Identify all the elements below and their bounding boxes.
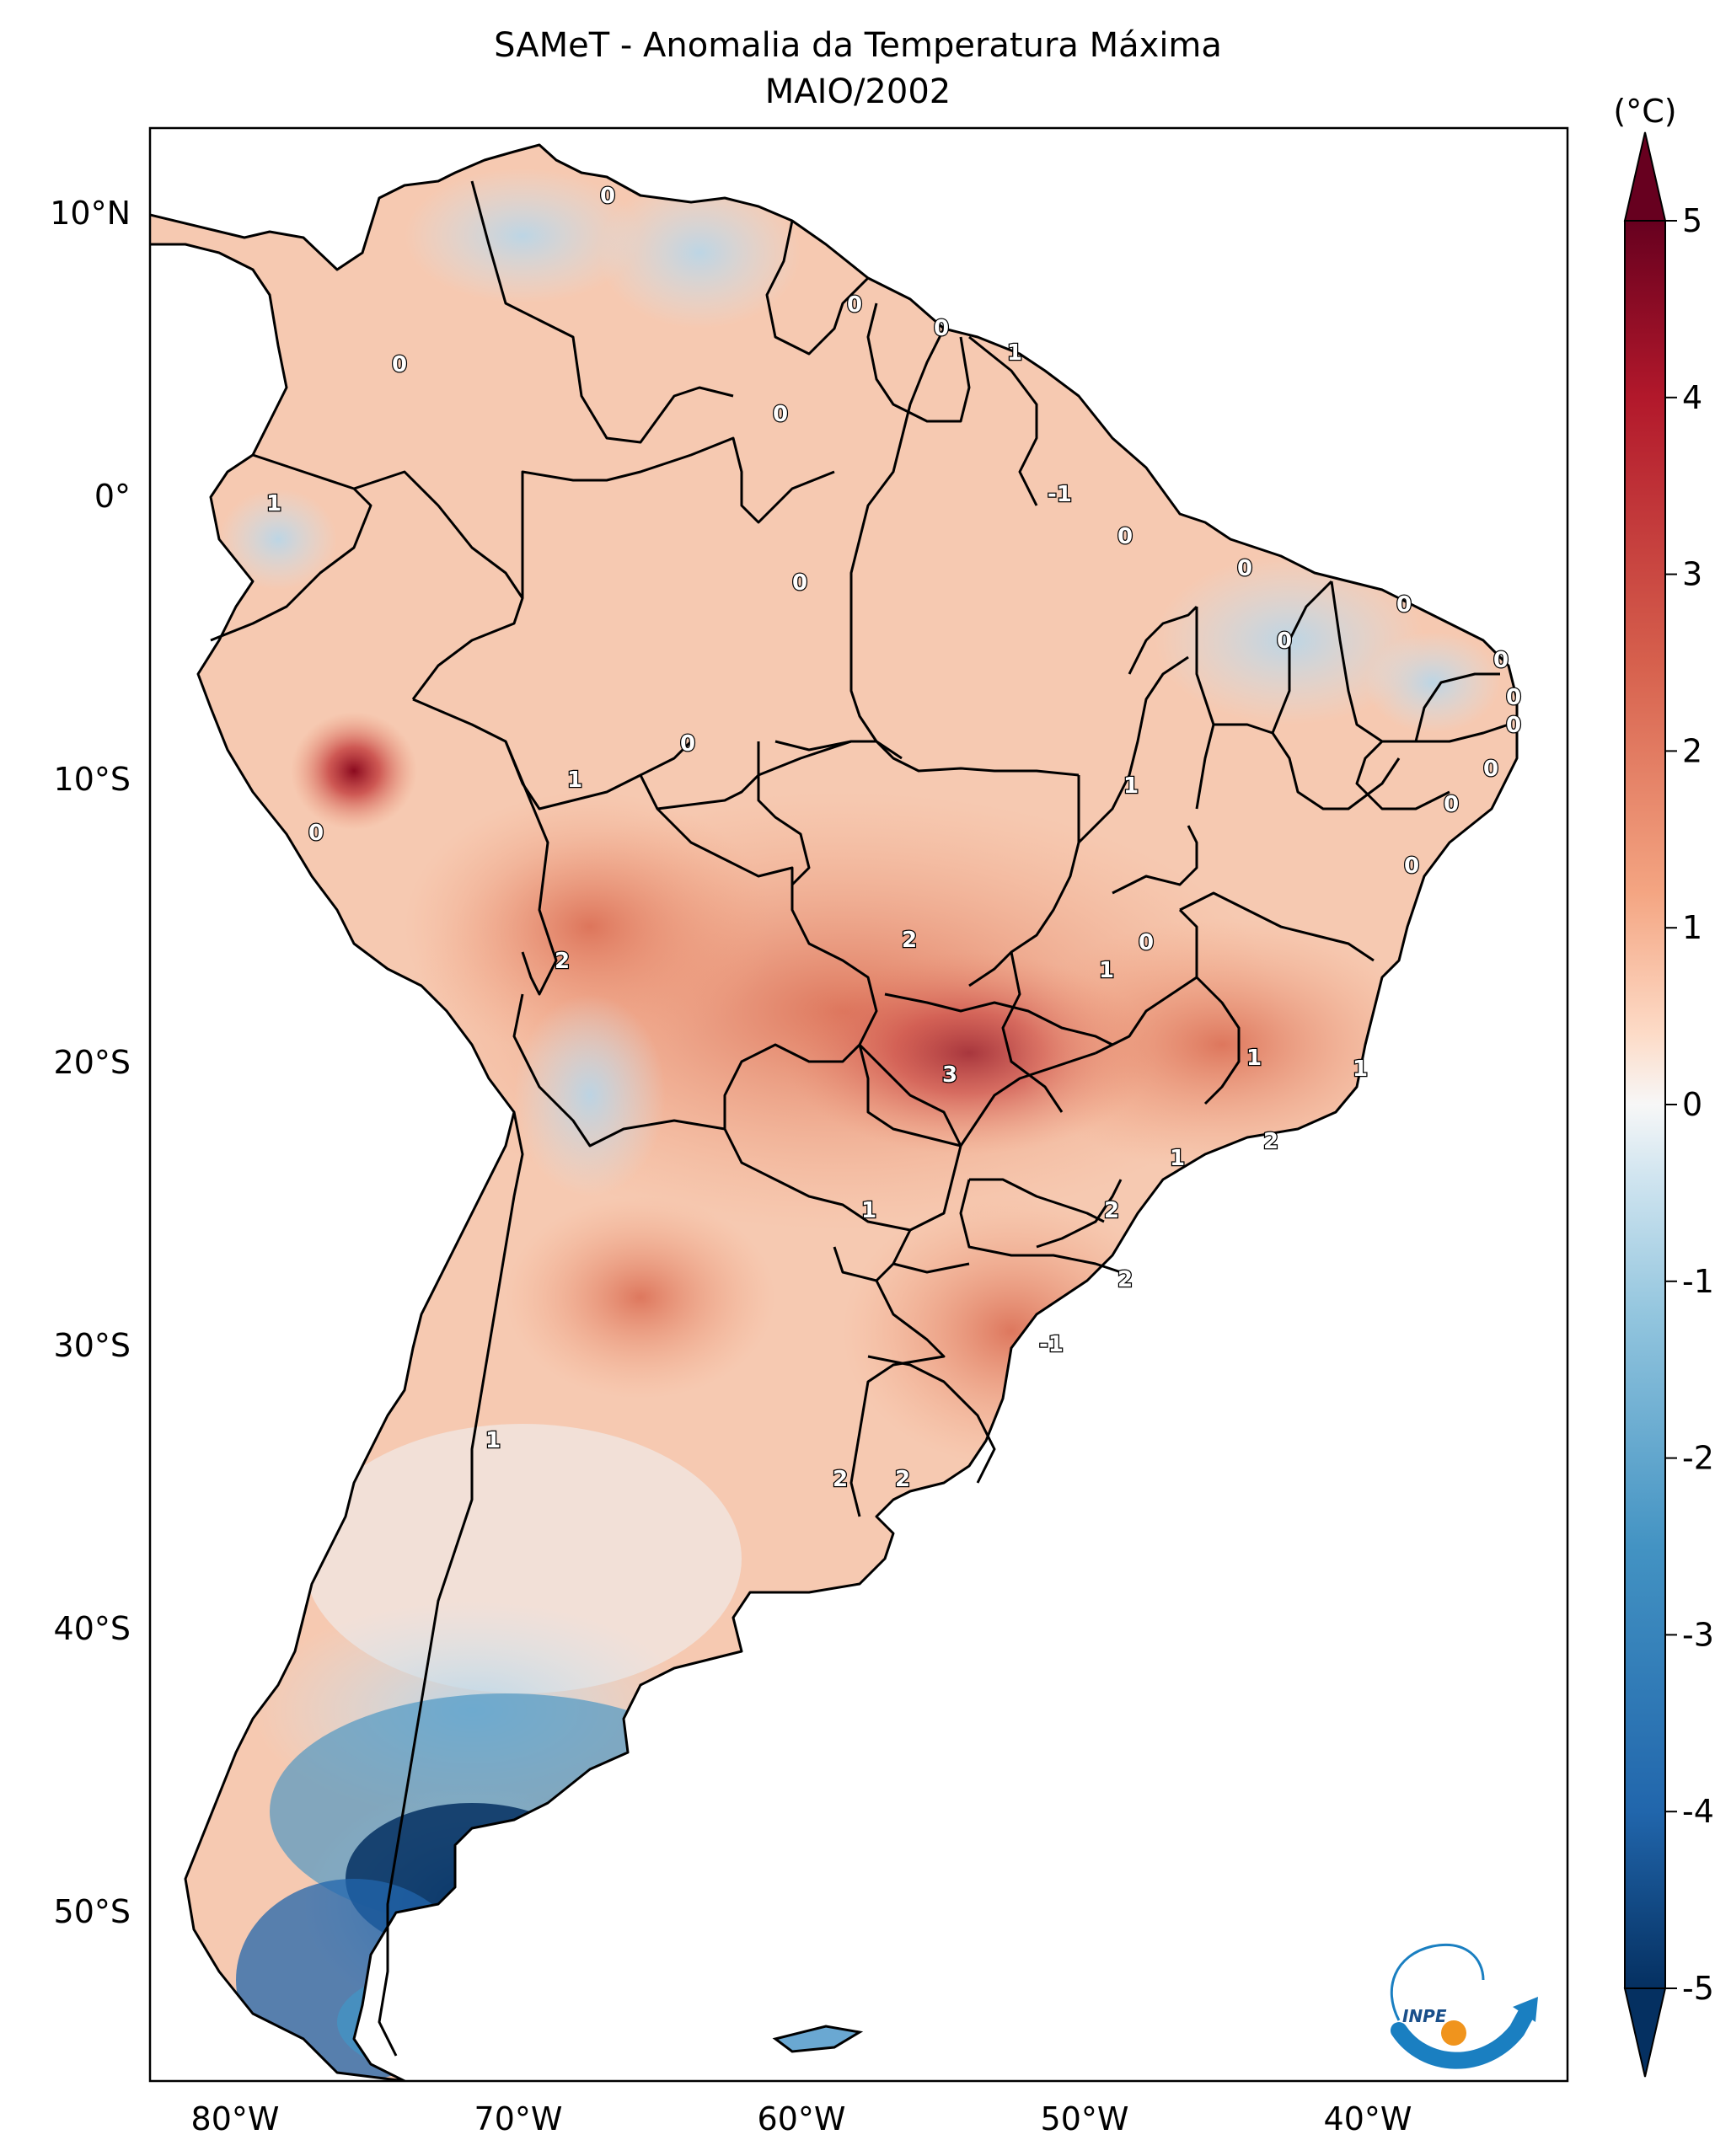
contour-label: 2 bbox=[895, 1467, 910, 1492]
contour-label: 0 bbox=[1404, 853, 1419, 879]
colorbar-tick-label: 0 bbox=[1682, 1086, 1702, 1123]
contour-label: 0 bbox=[600, 184, 615, 209]
colorbar-tick-label: 4 bbox=[1682, 379, 1702, 416]
contour-label: 0 bbox=[934, 316, 949, 341]
lat-label: 20°S bbox=[54, 1044, 131, 1081]
contour-label: 0 bbox=[392, 352, 407, 377]
colorbar-tick-label: 1 bbox=[1682, 909, 1702, 946]
contour-label: 0 bbox=[1493, 648, 1509, 673]
colorbar-tick-label: -4 bbox=[1682, 1793, 1714, 1830]
map-frame bbox=[148, 126, 1569, 2083]
latitude-labels: 10°N 0° 10°S 20°S 30°S 40°S 50°S bbox=[50, 195, 131, 1930]
lon-label: 40°W bbox=[1324, 2100, 1412, 2137]
colorbar-ticks: 5 4 3 2 1 0 -1 -2 -3 -4 -5 bbox=[1665, 202, 1714, 2007]
contour-label: 1 bbox=[1246, 1046, 1262, 1071]
map-subtitle: MAIO/2002 bbox=[765, 72, 951, 111]
contour-label: 1 bbox=[1123, 773, 1139, 799]
colorbar-extend-min bbox=[1623, 1987, 1667, 2078]
contour-label: 0 bbox=[792, 570, 807, 596]
contour-label: 1 bbox=[861, 1198, 876, 1223]
contour-label: 0 bbox=[1444, 792, 1459, 817]
contour-label: 0 bbox=[1506, 685, 1521, 710]
contour-label: 1 bbox=[1170, 1146, 1185, 1171]
colorbar-tick-label: -3 bbox=[1682, 1616, 1714, 1653]
contour-label: 0 bbox=[680, 731, 695, 757]
contour-label: 2 bbox=[1104, 1198, 1119, 1223]
contour-label: 0 bbox=[1506, 713, 1521, 738]
colorbar: (°C) 5 4 3 2 1 0 -1 -2 -3 -4 -5 bbox=[1613, 93, 1714, 2078]
contour-label: 0 bbox=[847, 292, 862, 318]
lat-label: 40°S bbox=[54, 1610, 131, 1647]
colorbar-tick-label: -1 bbox=[1682, 1263, 1714, 1300]
lon-label: 50°W bbox=[1041, 2100, 1129, 2137]
contour-label: 0 bbox=[1483, 757, 1498, 782]
lat-label: 30°S bbox=[54, 1327, 131, 1364]
contour-label: 1 bbox=[1099, 958, 1114, 983]
inpe-logo: INPE bbox=[1390, 1944, 1538, 2069]
contour-label: 0 bbox=[1139, 930, 1154, 955]
longitude-labels: 80°W 70°W 60°W 50°W 40°W bbox=[191, 2100, 1412, 2137]
lat-label: 0° bbox=[94, 478, 131, 515]
map-title: SAMeT - Anomalia da Temperatura Máxima bbox=[494, 26, 1222, 65]
contour-label: -1 bbox=[1039, 1332, 1064, 1357]
inpe-logo-text: INPE bbox=[1402, 2006, 1447, 2026]
contour-label: 1 bbox=[1007, 340, 1022, 366]
contour-label: 2 bbox=[1117, 1267, 1133, 1292]
colorbar-unit-label: (°C) bbox=[1613, 93, 1676, 130]
contour-label: 0 bbox=[773, 402, 788, 427]
colorbar-tick-label: -5 bbox=[1682, 1970, 1714, 2007]
contour-label: 2 bbox=[1263, 1129, 1278, 1154]
colorbar-tick-label: 3 bbox=[1682, 556, 1702, 593]
lat-label: 10°S bbox=[54, 761, 131, 798]
colorbar-tick-label: 2 bbox=[1682, 732, 1702, 769]
lon-label: 70°W bbox=[474, 2100, 563, 2137]
colorbar-gradient bbox=[1624, 220, 1666, 1989]
contour-label: 3 bbox=[942, 1062, 957, 1088]
contour-label: 0 bbox=[1277, 629, 1292, 654]
colorbar-extend-max bbox=[1623, 131, 1667, 222]
contour-label: -1 bbox=[1048, 482, 1072, 507]
contour-label: 2 bbox=[555, 949, 570, 974]
country-borders bbox=[150, 143, 1519, 2081]
contour-label: 0 bbox=[1117, 524, 1133, 549]
lon-label: 80°W bbox=[191, 2100, 280, 2137]
lat-label: 50°S bbox=[54, 1893, 131, 1930]
lat-label: 10°N bbox=[50, 195, 131, 232]
contour-label: 1 bbox=[485, 1428, 501, 1453]
contour-label: 0 bbox=[1237, 556, 1252, 581]
contour-label: 2 bbox=[902, 928, 917, 953]
colorbar-tick-label: 5 bbox=[1682, 202, 1702, 239]
contour-label: 1 bbox=[567, 768, 582, 793]
falkland-islands bbox=[772, 2025, 864, 2053]
contour-label: 0 bbox=[1396, 592, 1412, 618]
colorbar-tick-label: -2 bbox=[1682, 1440, 1714, 1477]
lon-label: 60°W bbox=[758, 2100, 846, 2137]
contour-label: 0 bbox=[308, 821, 324, 846]
contour-label: 1 bbox=[1353, 1057, 1368, 1082]
contour-label: 1 bbox=[266, 491, 281, 516]
contour-labels: 0 0 0 1 0 0 1 0 -1 0 0 0 0 0 0 0 0 0 0 0… bbox=[265, 183, 1523, 1494]
contour-label: 2 bbox=[833, 1467, 848, 1492]
